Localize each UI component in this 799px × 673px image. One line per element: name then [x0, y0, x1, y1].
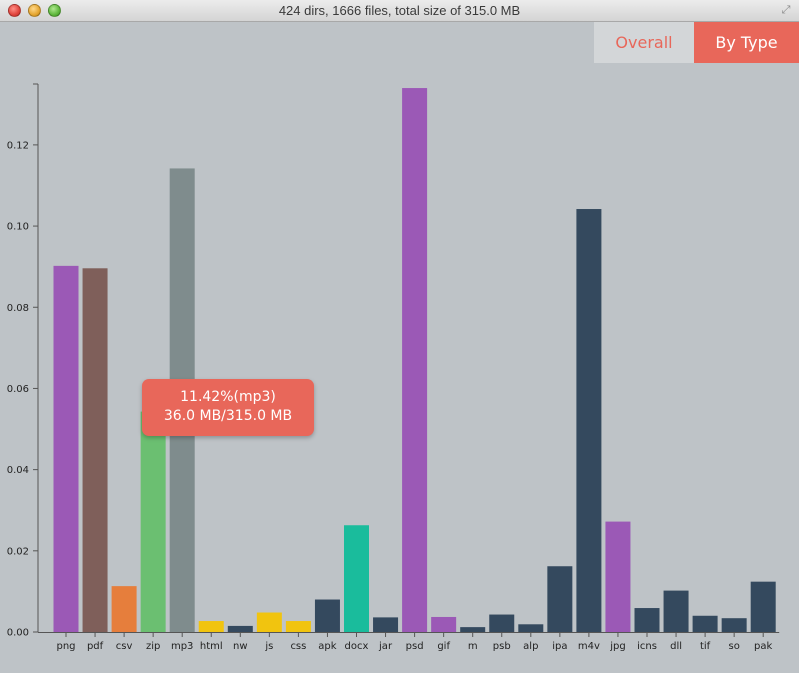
x-tick-label-m4v: m4v — [578, 641, 600, 652]
tab-overall[interactable]: Overall — [594, 22, 694, 63]
x-tick-label-m: m — [468, 641, 478, 652]
x-tick-label-psd: psd — [406, 641, 424, 652]
tooltip-percent: 11.42%(mp3) — [180, 389, 276, 405]
x-tick-label-pdf: pdf — [87, 641, 104, 652]
bar-zip[interactable] — [140, 411, 166, 632]
bar-jpg[interactable] — [605, 521, 631, 632]
y-axis: 0.00 0.02 0.04 0.06 0.08 0.10 0.12 — [7, 83, 39, 639]
x-tick-label-html: html — [200, 641, 223, 652]
fullscreen-icon[interactable]: ⤢ — [781, 3, 791, 16]
x-tick-label-psb: psb — [493, 641, 511, 652]
bar-docx[interactable] — [344, 525, 369, 632]
bar-psb[interactable] — [489, 614, 515, 632]
title-bar: 424 dirs, 1666 files, total size of 315.… — [0, 0, 799, 22]
x-tick-label-alp: alp — [523, 641, 538, 652]
tab-by-type[interactable]: By Type — [694, 22, 799, 63]
x-tick-label-png: png — [56, 641, 75, 652]
y-tick-label: 0.08 — [7, 303, 29, 314]
bar-pdf[interactable] — [82, 268, 108, 632]
bar-alp[interactable] — [518, 624, 544, 632]
y-tick-label: 0.10 — [7, 222, 29, 233]
tooltip-size: 36.0 MB/315.0 MB — [163, 408, 293, 424]
bar-so[interactable] — [721, 618, 747, 632]
bar-html[interactable] — [198, 621, 224, 632]
bar-js[interactable] — [256, 612, 282, 632]
bar-pak[interactable] — [750, 581, 776, 632]
x-tick-label-css: css — [290, 641, 306, 652]
bar-icns[interactable] — [634, 608, 660, 632]
bar-psd[interactable] — [402, 88, 428, 632]
bar-jar[interactable] — [373, 617, 399, 632]
tooltip: 11.42%(mp3) 36.0 MB/315.0 MB — [142, 379, 314, 436]
bar-ipa[interactable] — [547, 566, 573, 632]
bar-gif[interactable] — [431, 616, 457, 632]
x-tick-label-tif: tif — [700, 641, 711, 652]
x-axis: png pdf csv zip mp3 html nw js css apk docx jar psd g… — [38, 632, 780, 652]
x-tick-label-zip: zip — [146, 641, 160, 652]
x-tick-label-jpg: jpg — [609, 641, 625, 652]
x-tick-label-apk: apk — [318, 641, 336, 652]
x-tick-label-js: js — [264, 641, 273, 652]
x-tick-label-mp3: mp3 — [171, 641, 193, 652]
x-tick-label-gif: gif — [437, 641, 450, 652]
bar-chart: 0.00 0.02 0.04 0.06 0.08 0.10 0.12 png pdf csv zi… — [7, 83, 780, 652]
bar-css[interactable] — [285, 621, 311, 632]
x-tick-label-ipa: ipa — [552, 641, 567, 652]
x-tick-label-so: so — [728, 641, 739, 652]
bar-m[interactable] — [460, 627, 486, 632]
bar-tif[interactable] — [692, 615, 718, 632]
y-tick-label: 0.12 — [7, 140, 29, 151]
y-tick-label: 0.02 — [7, 546, 29, 557]
bar-dll[interactable] — [663, 590, 689, 632]
y-tick-label: 0.06 — [7, 384, 29, 395]
bar-apk[interactable] — [314, 599, 340, 632]
close-window-button[interactable] — [8, 4, 21, 17]
x-tick-label-nw: nw — [233, 641, 248, 652]
bars — [53, 88, 776, 632]
x-tick-label-icns: icns — [637, 641, 657, 652]
bar-nw[interactable] — [227, 625, 253, 632]
bar-csv[interactable] — [111, 586, 137, 632]
window-title: 424 dirs, 1666 files, total size of 315.… — [278, 3, 521, 18]
minimize-window-button[interactable] — [28, 4, 41, 17]
x-tick-label-docx: docx — [345, 641, 369, 652]
y-tick-label: 0.04 — [7, 465, 29, 476]
x-tick-label-jar: jar — [378, 641, 393, 652]
y-tick-label: 0.00 — [7, 628, 29, 639]
x-tick-label-dll: dll — [670, 641, 682, 652]
zoom-window-button[interactable] — [48, 4, 61, 17]
bar-png[interactable] — [53, 265, 79, 632]
x-tick-label-csv: csv — [116, 641, 133, 652]
x-tick-label-pak: pak — [754, 641, 772, 652]
bar-m4v[interactable] — [576, 209, 602, 632]
